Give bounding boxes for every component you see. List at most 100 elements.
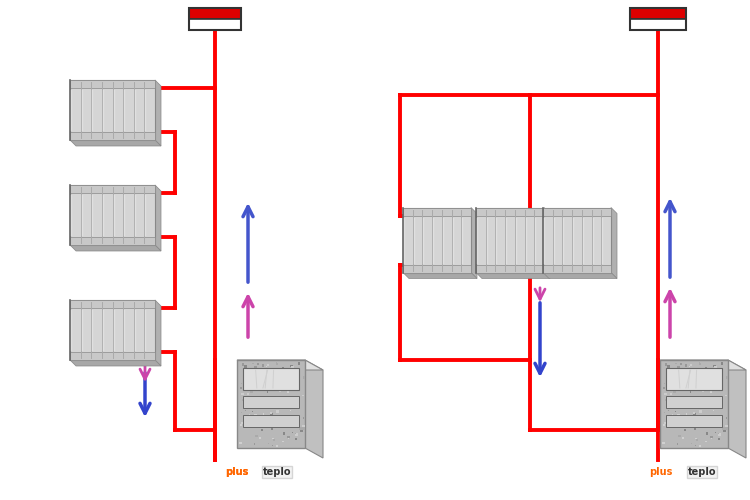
Bar (688, 378, 690, 380)
Bar (296, 422, 298, 424)
Bar (715, 375, 717, 377)
Bar (279, 390, 281, 392)
Bar (273, 371, 274, 373)
Bar (710, 423, 712, 425)
Polygon shape (476, 272, 550, 278)
Bar (694, 423, 696, 425)
Bar (279, 379, 282, 382)
Bar (273, 386, 275, 388)
Bar (276, 362, 277, 364)
Bar (269, 380, 270, 382)
Bar (271, 423, 273, 425)
Bar (725, 394, 727, 396)
Polygon shape (611, 208, 617, 278)
Bar (688, 396, 689, 397)
Bar (297, 372, 298, 373)
Bar (283, 380, 284, 382)
Polygon shape (544, 208, 550, 278)
Bar (692, 380, 693, 382)
Bar (283, 432, 286, 434)
Bar (70, 300, 155, 360)
Bar (691, 402, 692, 404)
Bar (666, 396, 722, 408)
Bar (403, 208, 471, 216)
Bar (288, 402, 290, 404)
Bar (299, 428, 302, 430)
Bar (698, 379, 700, 382)
Bar (271, 412, 272, 414)
Bar (710, 387, 712, 390)
Bar (251, 390, 253, 392)
Bar (243, 415, 299, 427)
Bar (694, 445, 696, 446)
Bar (678, 369, 680, 371)
Bar (663, 424, 665, 426)
Bar (272, 428, 273, 430)
Bar (672, 414, 673, 416)
Bar (668, 416, 670, 419)
Bar (682, 437, 685, 439)
Bar (70, 352, 155, 360)
Text: plus: plus (225, 467, 248, 477)
Bar (630, 8, 686, 19)
Text: plus: plus (225, 467, 248, 477)
Bar (292, 420, 296, 423)
Bar (245, 376, 247, 377)
Bar (677, 366, 680, 368)
Bar (189, 19, 241, 30)
Bar (290, 378, 293, 381)
Bar (296, 370, 298, 372)
Bar (279, 372, 280, 374)
Bar (706, 379, 707, 380)
Bar (276, 396, 279, 399)
Bar (287, 392, 289, 393)
Bar (710, 392, 712, 393)
Bar (70, 185, 155, 245)
Polygon shape (155, 300, 161, 366)
Bar (276, 363, 278, 364)
Bar (706, 380, 707, 382)
Bar (705, 366, 707, 369)
Bar (674, 390, 676, 392)
Bar (476, 264, 544, 272)
Bar (664, 382, 665, 384)
Bar (713, 382, 716, 384)
Bar (715, 432, 716, 433)
Bar (242, 364, 244, 366)
Bar (243, 396, 299, 408)
Polygon shape (70, 245, 161, 251)
Bar (283, 379, 284, 380)
Bar (249, 414, 250, 416)
Bar (699, 363, 701, 364)
Bar (665, 364, 668, 366)
Bar (248, 370, 250, 372)
Bar (254, 414, 257, 416)
Bar (251, 401, 254, 404)
Bar (677, 414, 680, 416)
Bar (476, 208, 544, 272)
Bar (667, 365, 670, 368)
Polygon shape (305, 360, 323, 458)
Bar (259, 388, 261, 390)
Bar (290, 364, 292, 368)
Bar (261, 368, 263, 370)
Polygon shape (70, 360, 161, 366)
Bar (712, 364, 716, 368)
Bar (261, 429, 263, 431)
Bar (70, 237, 155, 245)
Bar (246, 381, 247, 382)
Bar (662, 442, 664, 444)
Bar (270, 403, 272, 405)
Bar (275, 379, 278, 382)
Bar (276, 378, 278, 380)
Bar (699, 445, 700, 446)
Bar (239, 442, 242, 444)
Bar (262, 375, 263, 376)
Bar (699, 396, 702, 399)
Bar (705, 440, 706, 442)
Polygon shape (543, 272, 617, 278)
Bar (297, 386, 299, 388)
Bar (718, 420, 719, 421)
Bar (268, 443, 269, 444)
Bar (270, 413, 273, 416)
